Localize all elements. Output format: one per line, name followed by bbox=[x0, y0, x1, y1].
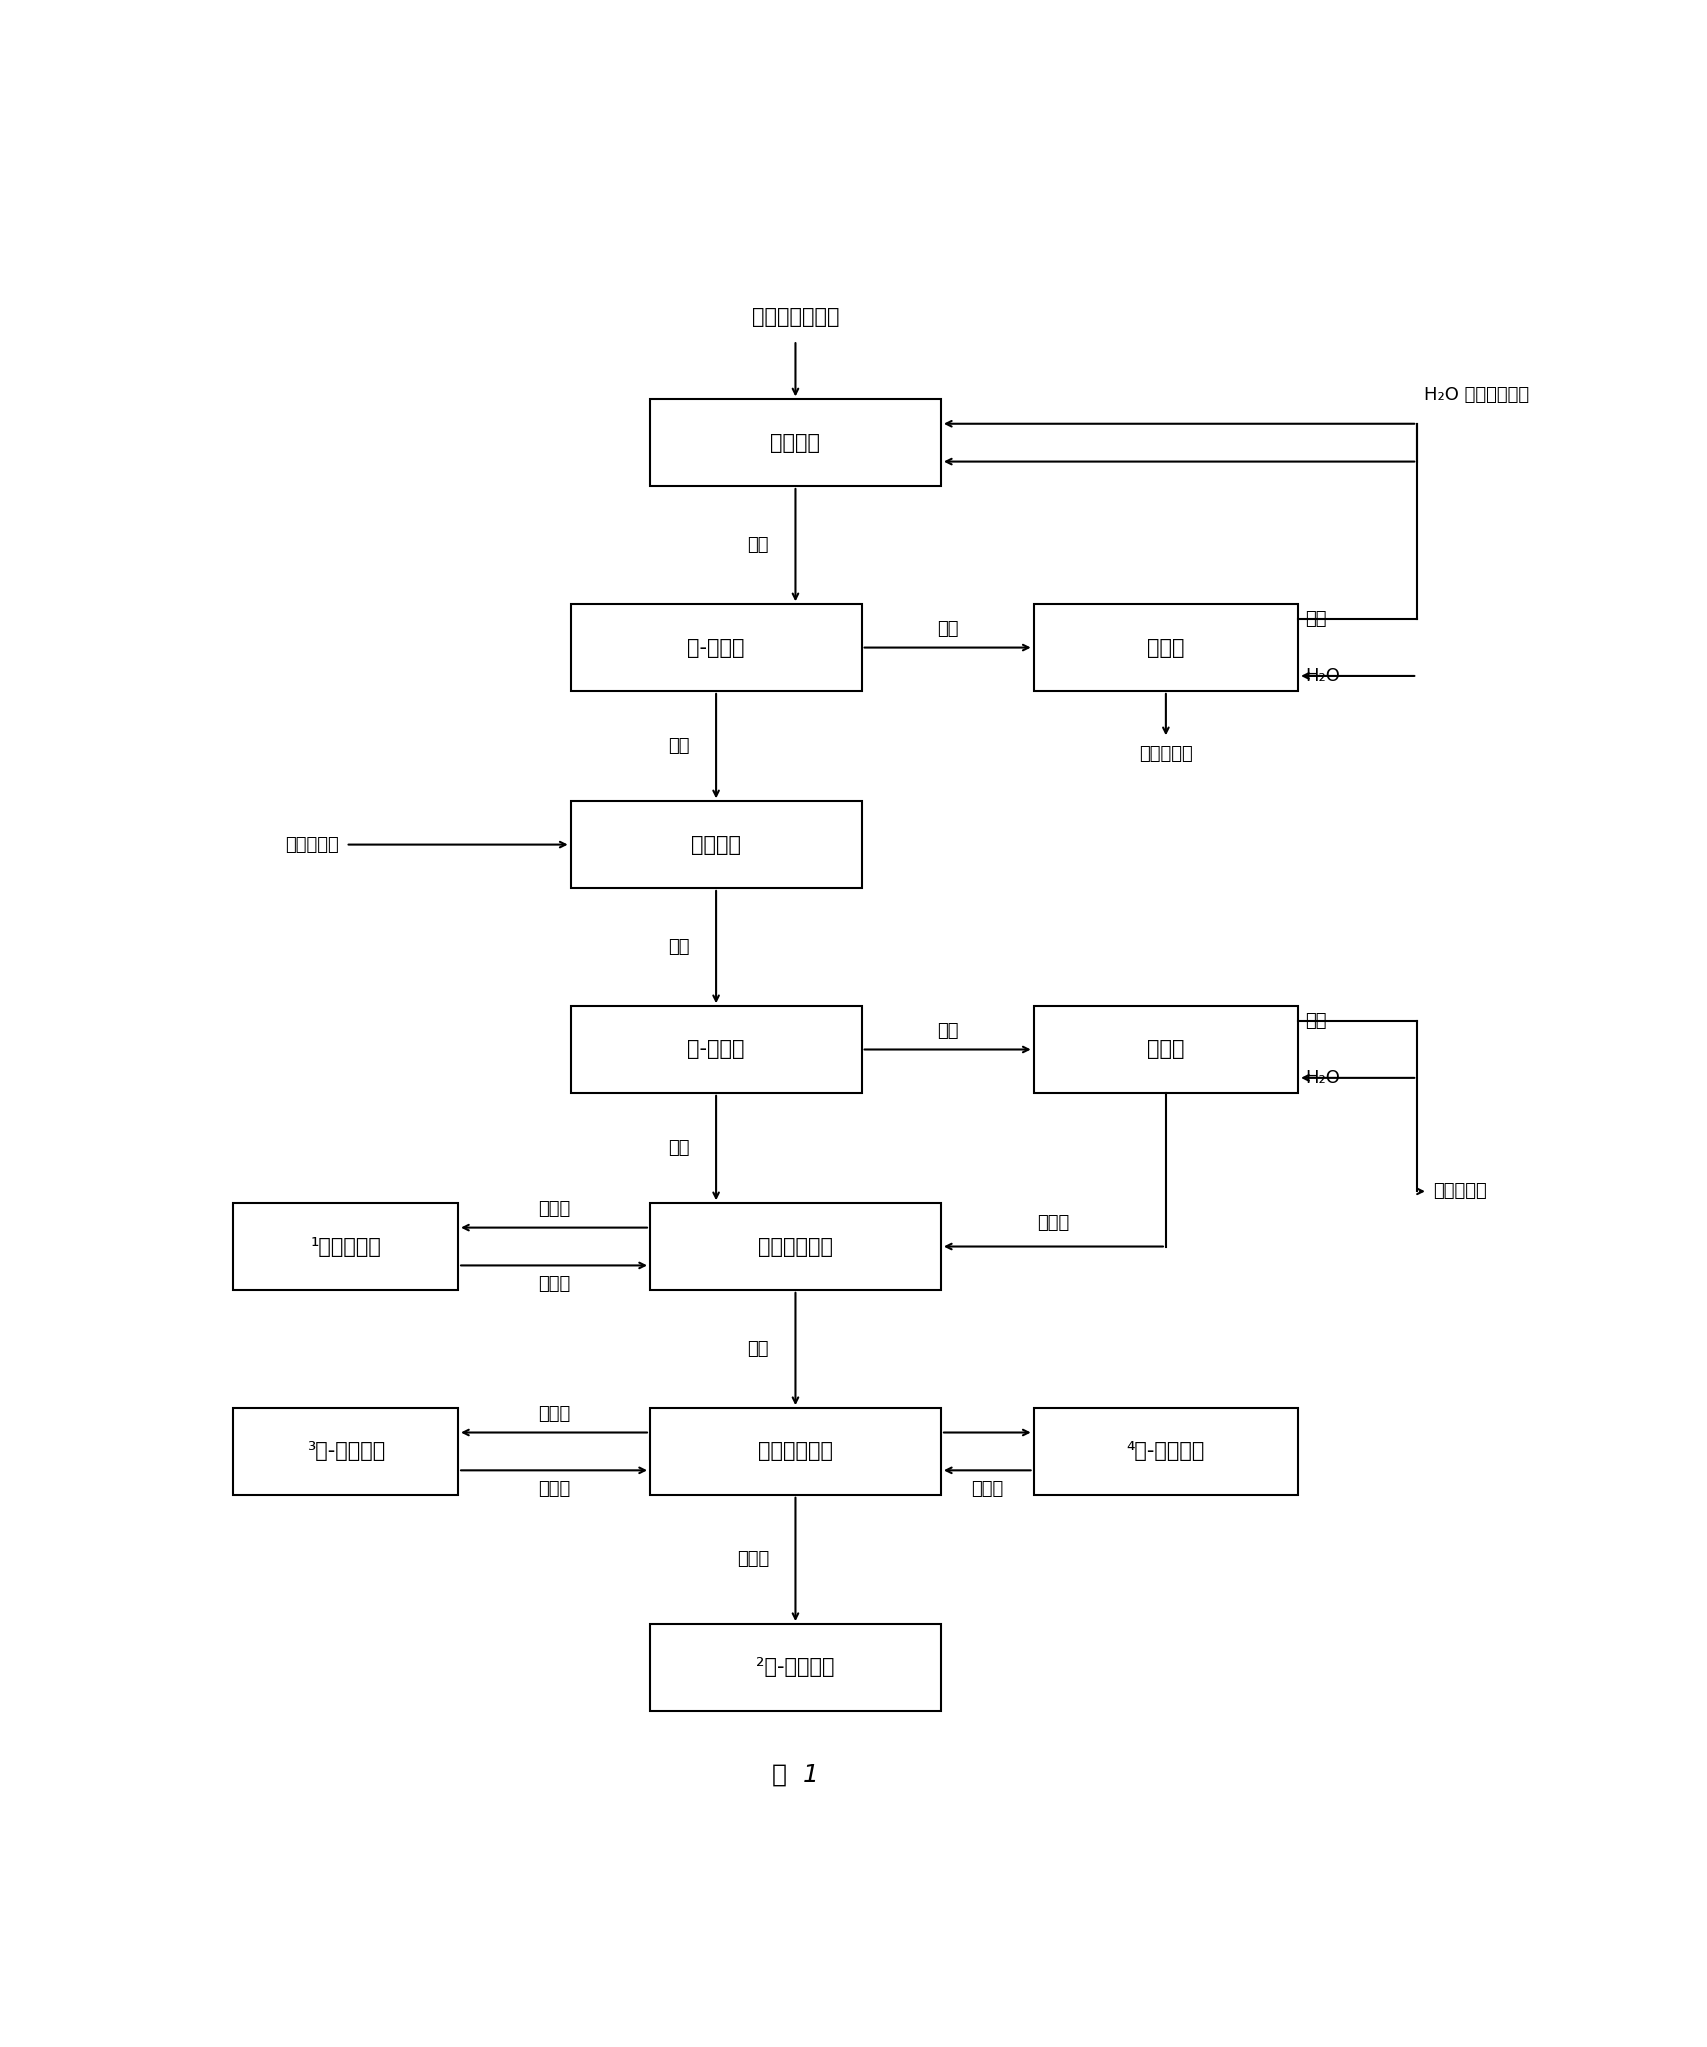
Bar bbox=[570, 1007, 862, 1093]
Text: 去回收利用: 去回收利用 bbox=[1434, 1183, 1487, 1200]
Text: 液相: 液相 bbox=[667, 1138, 690, 1157]
Bar bbox=[234, 1204, 457, 1290]
Text: 萃取液: 萃取液 bbox=[538, 1275, 570, 1294]
Text: 中和除杂剂: 中和除杂剂 bbox=[285, 835, 340, 854]
Text: 萃取液: 萃取液 bbox=[538, 1480, 570, 1498]
Bar bbox=[650, 1408, 941, 1494]
Bar bbox=[650, 1623, 941, 1711]
Text: 液相: 液相 bbox=[1304, 1011, 1326, 1030]
Text: ⁴钒-馒富集物: ⁴钒-馒富集物 bbox=[1127, 1441, 1205, 1462]
Text: 固-液分离: 固-液分离 bbox=[688, 1040, 744, 1060]
Text: 液相: 液相 bbox=[667, 737, 690, 755]
Text: 超声分馏萍取: 超声分馏萍取 bbox=[758, 1441, 833, 1462]
Text: 超声萍取分组: 超声萍取分组 bbox=[758, 1236, 833, 1257]
Text: 液相: 液相 bbox=[748, 1341, 768, 1357]
Text: 低馒中重型稀土: 低馒中重型稀土 bbox=[751, 307, 840, 328]
Text: 萃取相: 萃取相 bbox=[538, 1404, 570, 1423]
Bar bbox=[1033, 1007, 1297, 1093]
Text: ³锂-馒富集物: ³锂-馒富集物 bbox=[307, 1441, 384, 1462]
Text: 洗涤液: 洗涤液 bbox=[1038, 1214, 1070, 1232]
Text: 固相: 固相 bbox=[937, 1021, 958, 1040]
Text: 固相: 固相 bbox=[937, 620, 958, 639]
Text: 固-液分离: 固-液分离 bbox=[688, 637, 744, 657]
Text: ²馒-钔富集物: ²馒-钔富集物 bbox=[756, 1658, 835, 1676]
Bar bbox=[234, 1408, 457, 1494]
Bar bbox=[570, 800, 862, 888]
Text: 配料混合: 配料混合 bbox=[770, 432, 821, 452]
Bar bbox=[1033, 604, 1297, 692]
Text: ¹回收轻稀土: ¹回收轻稀土 bbox=[311, 1236, 381, 1257]
Text: 液相: 液相 bbox=[667, 938, 690, 956]
Text: 中和沉降: 中和沉降 bbox=[691, 835, 741, 854]
Text: 液相: 液相 bbox=[748, 536, 768, 555]
Text: H₂O 或稀盐酸溶液: H₂O 或稀盐酸溶液 bbox=[1424, 387, 1529, 405]
Bar bbox=[1033, 1408, 1297, 1494]
Text: 萃取相: 萃取相 bbox=[538, 1200, 570, 1218]
Text: 萃余相: 萃余相 bbox=[737, 1550, 768, 1568]
Text: 洗　潤: 洗 潤 bbox=[1147, 1040, 1185, 1060]
Bar bbox=[650, 1204, 941, 1290]
Text: H₂O: H₂O bbox=[1304, 667, 1340, 686]
Text: 洗　潤: 洗 潤 bbox=[1147, 637, 1185, 657]
Text: 图  1: 图 1 bbox=[772, 1762, 819, 1787]
Bar bbox=[570, 604, 862, 692]
Bar bbox=[650, 399, 941, 485]
Text: 去回收利用: 去回收利用 bbox=[1139, 745, 1193, 764]
Text: 洗涤液: 洗涤液 bbox=[971, 1480, 1004, 1498]
Text: H₂O: H₂O bbox=[1304, 1069, 1340, 1087]
Text: 液相: 液相 bbox=[1304, 610, 1326, 628]
